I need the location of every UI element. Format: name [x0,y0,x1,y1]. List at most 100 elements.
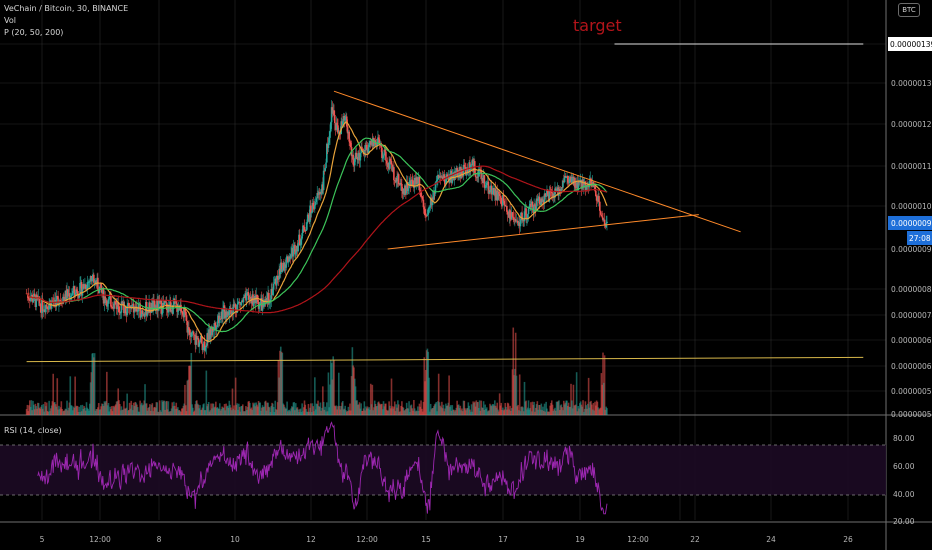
candle-body [215,327,218,330]
current-price-box [888,216,932,230]
candle-body [219,318,222,320]
volume-bar [427,351,430,415]
volume-bar [154,407,157,415]
candle-body [545,195,547,197]
candle-body [330,122,332,132]
volume-bar [453,411,456,415]
candle-body [484,187,486,189]
candle-body [315,198,318,203]
candle-body [453,171,456,180]
candle-body [268,292,270,304]
candle-body [441,176,443,178]
candle-body [79,282,81,296]
candle-body [62,296,64,304]
candle-body [538,196,541,205]
volume-bar [473,401,476,415]
candle-body [29,297,32,301]
candle-body [64,290,67,301]
volume-bar [371,384,374,415]
currency-badge[interactable]: BTC [898,3,920,17]
candle-body [73,286,76,293]
price-tick-label: 0.00000090 [891,245,932,254]
volume-bar [558,410,561,415]
candle-body [184,309,186,312]
volume-bar [92,353,94,415]
volume-bar [518,374,521,415]
candle-body [107,298,110,304]
candle-body [201,343,204,351]
candle-body [74,292,76,296]
candle-body [601,216,604,218]
candle-body [101,289,103,294]
candle-body [276,275,279,279]
candle-body [533,204,535,214]
volume-bar [128,402,131,415]
candle-body [544,193,547,197]
candle-body [273,281,276,284]
volume-bar [534,407,537,415]
candle-body [156,300,159,311]
volume-bar [450,410,453,415]
candle-body [54,299,57,307]
volume-bar [498,411,500,415]
time-tick-label: 12:00 [627,535,649,544]
candle-body [68,293,71,300]
volume-bar [149,410,152,415]
horizontal-trendline [26,356,864,363]
candle-body [530,203,532,208]
volume-bar [471,411,474,415]
candle-body [464,166,466,171]
candle-body [425,215,428,217]
volume-bar [444,408,446,415]
volume-bar [495,407,498,415]
volume-bar [470,404,473,415]
volume-bar [457,405,459,415]
volume-bar [429,403,432,415]
candle-body [44,309,46,313]
time-tick-label: 10 [230,535,240,544]
candle-body [585,185,588,191]
candle-body [481,178,483,180]
volume-bar [73,407,76,415]
volume-bar [126,393,128,415]
candle-body [187,327,189,333]
candle-body [328,137,331,143]
volume-bar [545,401,547,415]
price-tick-label: 0.00000120 [891,120,932,129]
candle-body [140,316,142,318]
candle-body [139,303,141,318]
volume-bar [199,405,201,415]
candle-body [389,159,391,169]
candle-body [110,306,113,308]
candle-body [382,155,385,158]
volume-bar [494,400,496,415]
candle-body [252,294,254,307]
candle-body [277,278,280,280]
volume-bar [428,377,430,415]
volume-bar [113,407,115,415]
volume-bar [41,408,44,415]
volume-bar [549,405,551,415]
volume-bar [30,400,33,415]
volume-bar [40,406,42,415]
time-tick-label: 5 [40,535,45,544]
time-tick-label: 12:00 [356,535,378,544]
volume-bar [567,402,570,415]
candle-body [59,300,62,302]
volume-bar [426,348,429,415]
candle-body [149,302,151,313]
volume-bar [547,411,550,415]
rsi-line [37,421,608,515]
volume-bar [474,406,477,415]
candle-body [506,205,508,212]
volume-bar [88,403,91,415]
volume-bar [60,401,63,415]
price-tick-label: 0.00000050 [891,410,932,419]
volume-bar [236,403,239,415]
candle-body [407,188,410,191]
volume-bar [132,402,135,415]
volume-bar [573,405,576,415]
volume-bar [322,386,324,415]
volume-bar [156,402,159,415]
